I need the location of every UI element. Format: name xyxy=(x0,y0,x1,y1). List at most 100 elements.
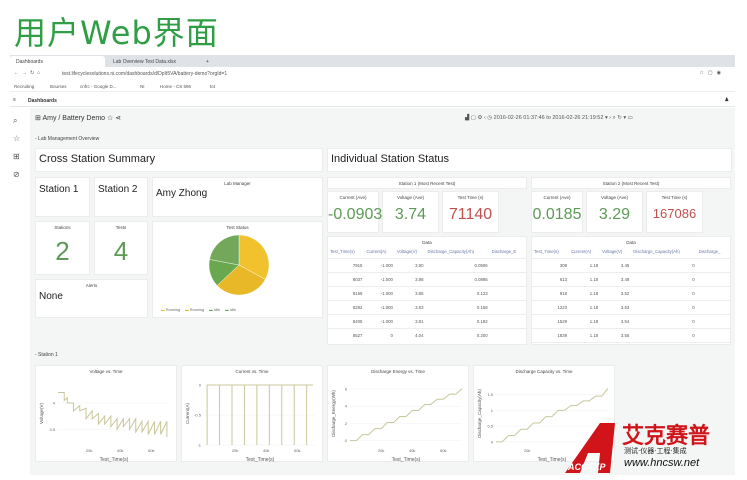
time-stat-panel: Test Time (s) 167086 xyxy=(646,191,703,233)
search-icon[interactable]: ⌕ xyxy=(13,116,18,125)
panel-title: Station 1 (Most Recent Test) xyxy=(398,181,456,186)
explore-icon[interactable]: ⊘ xyxy=(13,170,20,179)
y-tick-label: 0 xyxy=(345,438,348,443)
current-value: -0.0903 xyxy=(328,206,383,223)
table-cell: 3.81 xyxy=(394,314,426,329)
pie-slice-running[interactable] xyxy=(238,234,270,280)
star-icon[interactable]: ☆ xyxy=(107,115,114,122)
table-cell: 0.123 xyxy=(425,286,490,301)
table-row: 1839 1.18 3.55 0 xyxy=(532,328,730,343)
menu-icon[interactable]: ≡ xyxy=(13,97,16,103)
table-cell: 0 xyxy=(631,314,697,329)
table-cell: 2144 xyxy=(532,342,570,344)
table-cell: 3.49 xyxy=(600,272,632,287)
table-cell: 308 xyxy=(532,258,570,273)
dashboards-icon[interactable]: ⊞ xyxy=(13,152,20,161)
panel-title: Tests xyxy=(115,225,127,230)
legend-item[interactable]: ▬ Running xyxy=(161,308,181,312)
lab-manager-name: Amy Zhong xyxy=(156,188,208,199)
table-cell: 1.18 xyxy=(569,314,601,329)
time-value: 71140 xyxy=(448,206,493,223)
panel-title: Stations xyxy=(54,225,71,230)
table-cell: -1.000 xyxy=(364,286,395,301)
chart-title: Discharge Energy vs. Time xyxy=(371,369,425,374)
panel-title: Test Status xyxy=(226,225,249,230)
section-overview[interactable]: - Lab Management Overview xyxy=(35,136,100,142)
column-header[interactable]: Test_Time(s) xyxy=(330,249,355,254)
panel-title: Data xyxy=(626,240,636,245)
y-axis-label: Discharge_Energy(Wh) xyxy=(331,390,336,437)
browser-tab-bar: Dashboards Lab Overview Test Data.xlsx + xyxy=(10,55,735,67)
alerts-panel: Alerts None xyxy=(35,279,148,318)
table-cell xyxy=(489,300,526,315)
pie-slice-idle[interactable] xyxy=(209,234,240,266)
column-header[interactable]: Current(A) xyxy=(571,249,592,254)
data-table: Test_Time(s) Current(A) Voltage(V) Discharg… xyxy=(532,245,730,344)
table-cell: 1529 xyxy=(532,314,570,329)
bookmark[interactable]: Bourses xyxy=(50,84,67,89)
table-cell: 4.04 xyxy=(394,328,426,342)
time-picker[interactable]: ▟ ▢ ⚙ ‹ ◷ 2016-02-26 01:37:46 to 2016-02… xyxy=(465,115,633,121)
y-tick-label: 0 xyxy=(491,439,494,444)
stat-label: Voltage (Ave) xyxy=(397,195,424,200)
table-cell: 8159 xyxy=(328,286,365,301)
browser-tab-excel[interactable]: Lab Overview Test Data.xlsx xyxy=(107,56,197,67)
y-tick-label: 2 xyxy=(345,421,348,426)
new-tab-button[interactable]: + xyxy=(206,59,209,65)
y-tick-label: 4 xyxy=(345,404,348,409)
legend-item[interactable]: ▬ Running xyxy=(185,308,205,312)
table-row: 308 1.18 3.45 0 xyxy=(532,258,730,273)
column-header[interactable]: Voltage(V) xyxy=(602,249,623,254)
legend-item[interactable]: ▬ Idle xyxy=(225,308,236,312)
browser-tab-dashboards[interactable]: Dashboards xyxy=(10,56,105,67)
section-station1[interactable]: - Station 1 xyxy=(35,352,58,358)
y-tick-label: 1 xyxy=(491,408,494,413)
nav-buttons-icon[interactable]: ←→↻⌂ xyxy=(14,70,44,76)
column-header[interactable]: Discharge_Capacity(Ah) xyxy=(633,249,680,254)
overlay-title: 用户Web界面 xyxy=(14,14,219,52)
column-header[interactable]: Discharge_Capacity(Ah) xyxy=(427,249,475,254)
y-tick-label: 0 xyxy=(199,383,202,388)
bookmark[interactable]: Recruiting xyxy=(14,84,35,89)
voltage-value: 3.29 xyxy=(598,206,631,223)
column-header[interactable]: Test_Time(s) xyxy=(534,249,559,254)
column-header[interactable]: Voltage(V) xyxy=(396,249,417,254)
x-axis-label: Test_Time(s) xyxy=(538,457,567,463)
x-tick-label: 60k xyxy=(440,448,446,453)
bookmark[interactable]: NI xyxy=(140,84,145,89)
address-bar[interactable]: ←→↻⌂ test.lifecyclesolutions.ni.com/dash… xyxy=(10,67,735,81)
table-cell: 3.57 xyxy=(600,342,632,344)
current-stat-panel: Current (Ave) -0.0903 xyxy=(327,191,383,233)
table-cell: 0.192 xyxy=(425,314,490,329)
tab-label: Lab Overview Test Data.xlsx xyxy=(113,59,176,65)
breadcrumb[interactable]: ⊞ Amy / Battery Demo ☆ ⋖ xyxy=(35,115,122,122)
legend-item[interactable]: ▬ Idle xyxy=(209,308,221,312)
data-table-panel: Data Test_Time(s) Current(A) Voltage(V) Disc… xyxy=(531,236,731,345)
bookmarks-bar: Recruiting Bourses cnfrc - Google D... N… xyxy=(10,81,735,92)
bookmark[interactable]: Home - CS 596 xyxy=(160,84,192,89)
time-stat-panel: Test Time (s) 71140 xyxy=(442,191,499,233)
table-cell: 613 xyxy=(532,272,570,287)
column-header[interactable]: Discharge_ xyxy=(698,249,721,254)
y-tick-label: 1.5 xyxy=(487,392,493,397)
url-field[interactable]: test.lifecyclesolutions.ni.com/dashboard… xyxy=(62,71,228,77)
column-header[interactable]: Current(A) xyxy=(366,249,387,254)
share-icon[interactable]: ⋖ xyxy=(115,115,122,122)
chart-plot: 0 0.5 1 1.5 20k Test_Time(s) Discharge_Capacit… xyxy=(477,387,609,463)
table-cell: 0 xyxy=(364,328,395,342)
data-series-line xyxy=(206,384,313,445)
table-cell: 1839 xyxy=(532,328,570,343)
current-stat-panel: Current (Ave) 0.0185 xyxy=(531,191,583,233)
extensions-icon[interactable]: ☆▢◉ xyxy=(699,70,725,76)
column-header[interactable]: Discharge_E xyxy=(491,249,517,254)
table-cell: 8037 xyxy=(328,272,365,287)
bookmark[interactable]: cnfrc - Google D... xyxy=(80,84,117,89)
station2-panel: Station 2 xyxy=(94,177,148,217)
table-row: 1529 1.18 3.54 0 xyxy=(532,314,730,329)
user-icon[interactable]: ♟ xyxy=(724,97,729,103)
pie-slice-running[interactable] xyxy=(216,264,266,296)
alerts-value: None xyxy=(39,291,63,302)
star-icon[interactable]: ☆ xyxy=(13,134,21,143)
table-cell: 8405 xyxy=(328,314,365,329)
bookmark[interactable]: E4 xyxy=(210,84,216,89)
